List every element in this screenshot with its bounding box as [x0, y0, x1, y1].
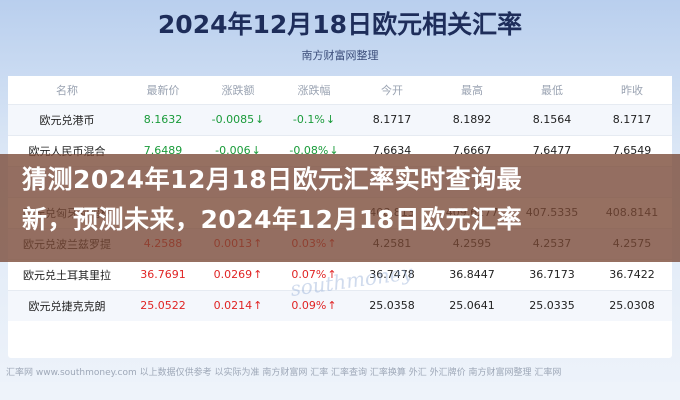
arrow-down-icon: ↓: [329, 144, 339, 157]
table-row[interactable]: 欧元兑港币 8.1632 -0.0085↓ -0.1%↓ 8.1717 8.1892 8.1…: [8, 104, 672, 135]
column-header-high[interactable]: 最高: [432, 76, 512, 104]
arrow-up-icon: ↑: [253, 268, 263, 281]
rate-change-value: 0.0214: [213, 299, 253, 313]
rate-change-pct-value: 0.07%: [291, 268, 327, 281]
headline-banner: [0, 154, 680, 262]
rate-prev-close: 25.0308: [592, 290, 672, 321]
rate-prev-close: 8.1717: [592, 104, 672, 135]
rate-price-value: 25.0522: [140, 299, 186, 313]
arrow-down-icon: ↓: [325, 113, 336, 126]
column-header-change[interactable]: 涨跌额: [200, 76, 276, 104]
rate-name: 欧元兑捷克克朗: [8, 290, 126, 321]
rate-price-value: 7.6489: [143, 144, 183, 157]
arrow-up-icon: ↑: [327, 268, 337, 281]
rate-change: 0.0269↑: [200, 259, 276, 290]
rate-change: 0.0214↑: [200, 290, 276, 321]
rate-change-value: 0.0269: [213, 268, 253, 281]
table-row[interactable]: 欧元兑捷克克朗 25.0522 0.0214↑ 0.09%↑ 25.0358 25.064…: [8, 290, 672, 321]
rate-name: 欧元兑土耳其里拉: [8, 259, 126, 290]
rate-change: -0.0085↓: [200, 104, 276, 135]
rate-open-value: 25.0358: [369, 299, 415, 313]
rate-low-value: 25.0335: [529, 299, 575, 313]
column-header-prev-close[interactable]: 昨收: [592, 76, 672, 104]
column-header-low[interactable]: 最低: [512, 76, 592, 104]
page-title: 2024年12月18日欧元相关汇率: [157, 10, 523, 39]
rate-open-value: 7.6634: [372, 144, 412, 157]
rate-low: 8.1564: [512, 104, 592, 135]
rate-name: 欧元兑港币: [8, 104, 126, 135]
rate-low: 25.0335: [512, 290, 592, 321]
rate-open-value: 8.1717: [372, 113, 412, 126]
table-header-row: 名称 最新价 涨跌额 涨跌幅 今开 最高 最低 昨收: [8, 76, 672, 104]
rate-prev-close: 36.7422: [592, 259, 672, 290]
rate-open-value: 36.7478: [369, 268, 415, 281]
bottom-strip: [0, 382, 680, 400]
rate-change-pct-value: 0.09%: [291, 299, 327, 313]
rate-change-pct: 0.09%↑: [276, 290, 352, 321]
rate-change-pct-value: -0.1%: [292, 113, 325, 126]
column-header-open[interactable]: 今开: [352, 76, 432, 104]
arrow-down-icon: ↓: [251, 144, 261, 157]
rate-name-value: 欧元兑捷克克朗: [28, 299, 106, 313]
source-label: 南方财富网整理: [301, 49, 379, 62]
rate-price: 36.7691: [126, 259, 200, 290]
rate-prev-close-value: 8.1717: [612, 113, 652, 126]
rate-high: 25.0641: [432, 290, 512, 321]
rate-high-value: 25.0641: [449, 299, 495, 313]
headline-line-1: 猜测2024年12月18日欧元汇率实时查询最: [22, 165, 523, 194]
rate-price: 7.6489: [126, 135, 200, 166]
rate-low-value: 36.7173: [529, 268, 575, 281]
rate-change-pct: 0.07%↑: [276, 259, 352, 290]
rate-low: 36.7173: [512, 259, 592, 290]
rate-open: 25.0358: [352, 290, 432, 321]
rate-prev-close-value: 36.7422: [609, 268, 655, 281]
rate-open: 8.1717: [352, 104, 432, 135]
column-header-change-pct[interactable]: 涨跌幅: [276, 76, 352, 104]
rate-change-pct: -0.1%↓: [276, 104, 352, 135]
headline-line-2: 新，预测未来，2024年12月18日欧元汇率: [22, 205, 523, 234]
rate-open: 7.6634: [352, 135, 432, 166]
rate-price-value: 36.7691: [140, 268, 186, 281]
rate-prev-close-value: 7.6549: [612, 144, 652, 157]
rate-price: 25.0522: [126, 290, 200, 321]
rate-high: 8.1892: [432, 104, 512, 135]
rate-change: -0.006↓: [200, 135, 276, 166]
rate-low-value: 7.6477: [532, 144, 572, 157]
rate-name-value: 欧元兑港币: [39, 113, 95, 127]
rate-high-value: 7.6667: [452, 144, 492, 157]
column-header-name[interactable]: 名称: [8, 76, 126, 104]
arrow-up-icon: ↑: [327, 299, 337, 313]
arrow-up-icon: ↑: [253, 299, 263, 313]
rate-open: 36.7478: [352, 259, 432, 290]
rate-name-value: 欧元兑土耳其里拉: [23, 268, 111, 282]
rate-change-value: -0.006: [215, 144, 251, 157]
rate-high: 36.8447: [432, 259, 512, 290]
rate-price: 8.1632: [126, 104, 200, 135]
rate-change-pct: -0.08%↓: [276, 135, 352, 166]
rate-high-value: 36.8447: [449, 268, 495, 281]
rate-low: 7.6477: [512, 135, 592, 166]
column-header-price[interactable]: 最新价: [126, 76, 200, 104]
rate-high: 7.6667: [432, 135, 512, 166]
rate-change-value: -0.0085: [211, 113, 255, 126]
rate-low-value: 8.1564: [532, 113, 572, 126]
arrow-down-icon: ↓: [255, 113, 265, 126]
rate-prev-close: 7.6549: [592, 135, 672, 166]
footnote: 汇率网 www.southmoney.com 以上数据仅供参考 以实际为准 南方…: [6, 368, 562, 378]
rate-change-pct-value: -0.08%: [289, 144, 329, 157]
rate-high-value: 8.1892: [452, 113, 492, 126]
headline-text[interactable]: 猜测2024年12月18日欧元汇率实时查询最 新，预测未来，2024年12月18…: [22, 160, 662, 240]
rate-price-value: 8.1632: [143, 113, 183, 126]
rate-prev-close-value: 25.0308: [609, 299, 655, 313]
